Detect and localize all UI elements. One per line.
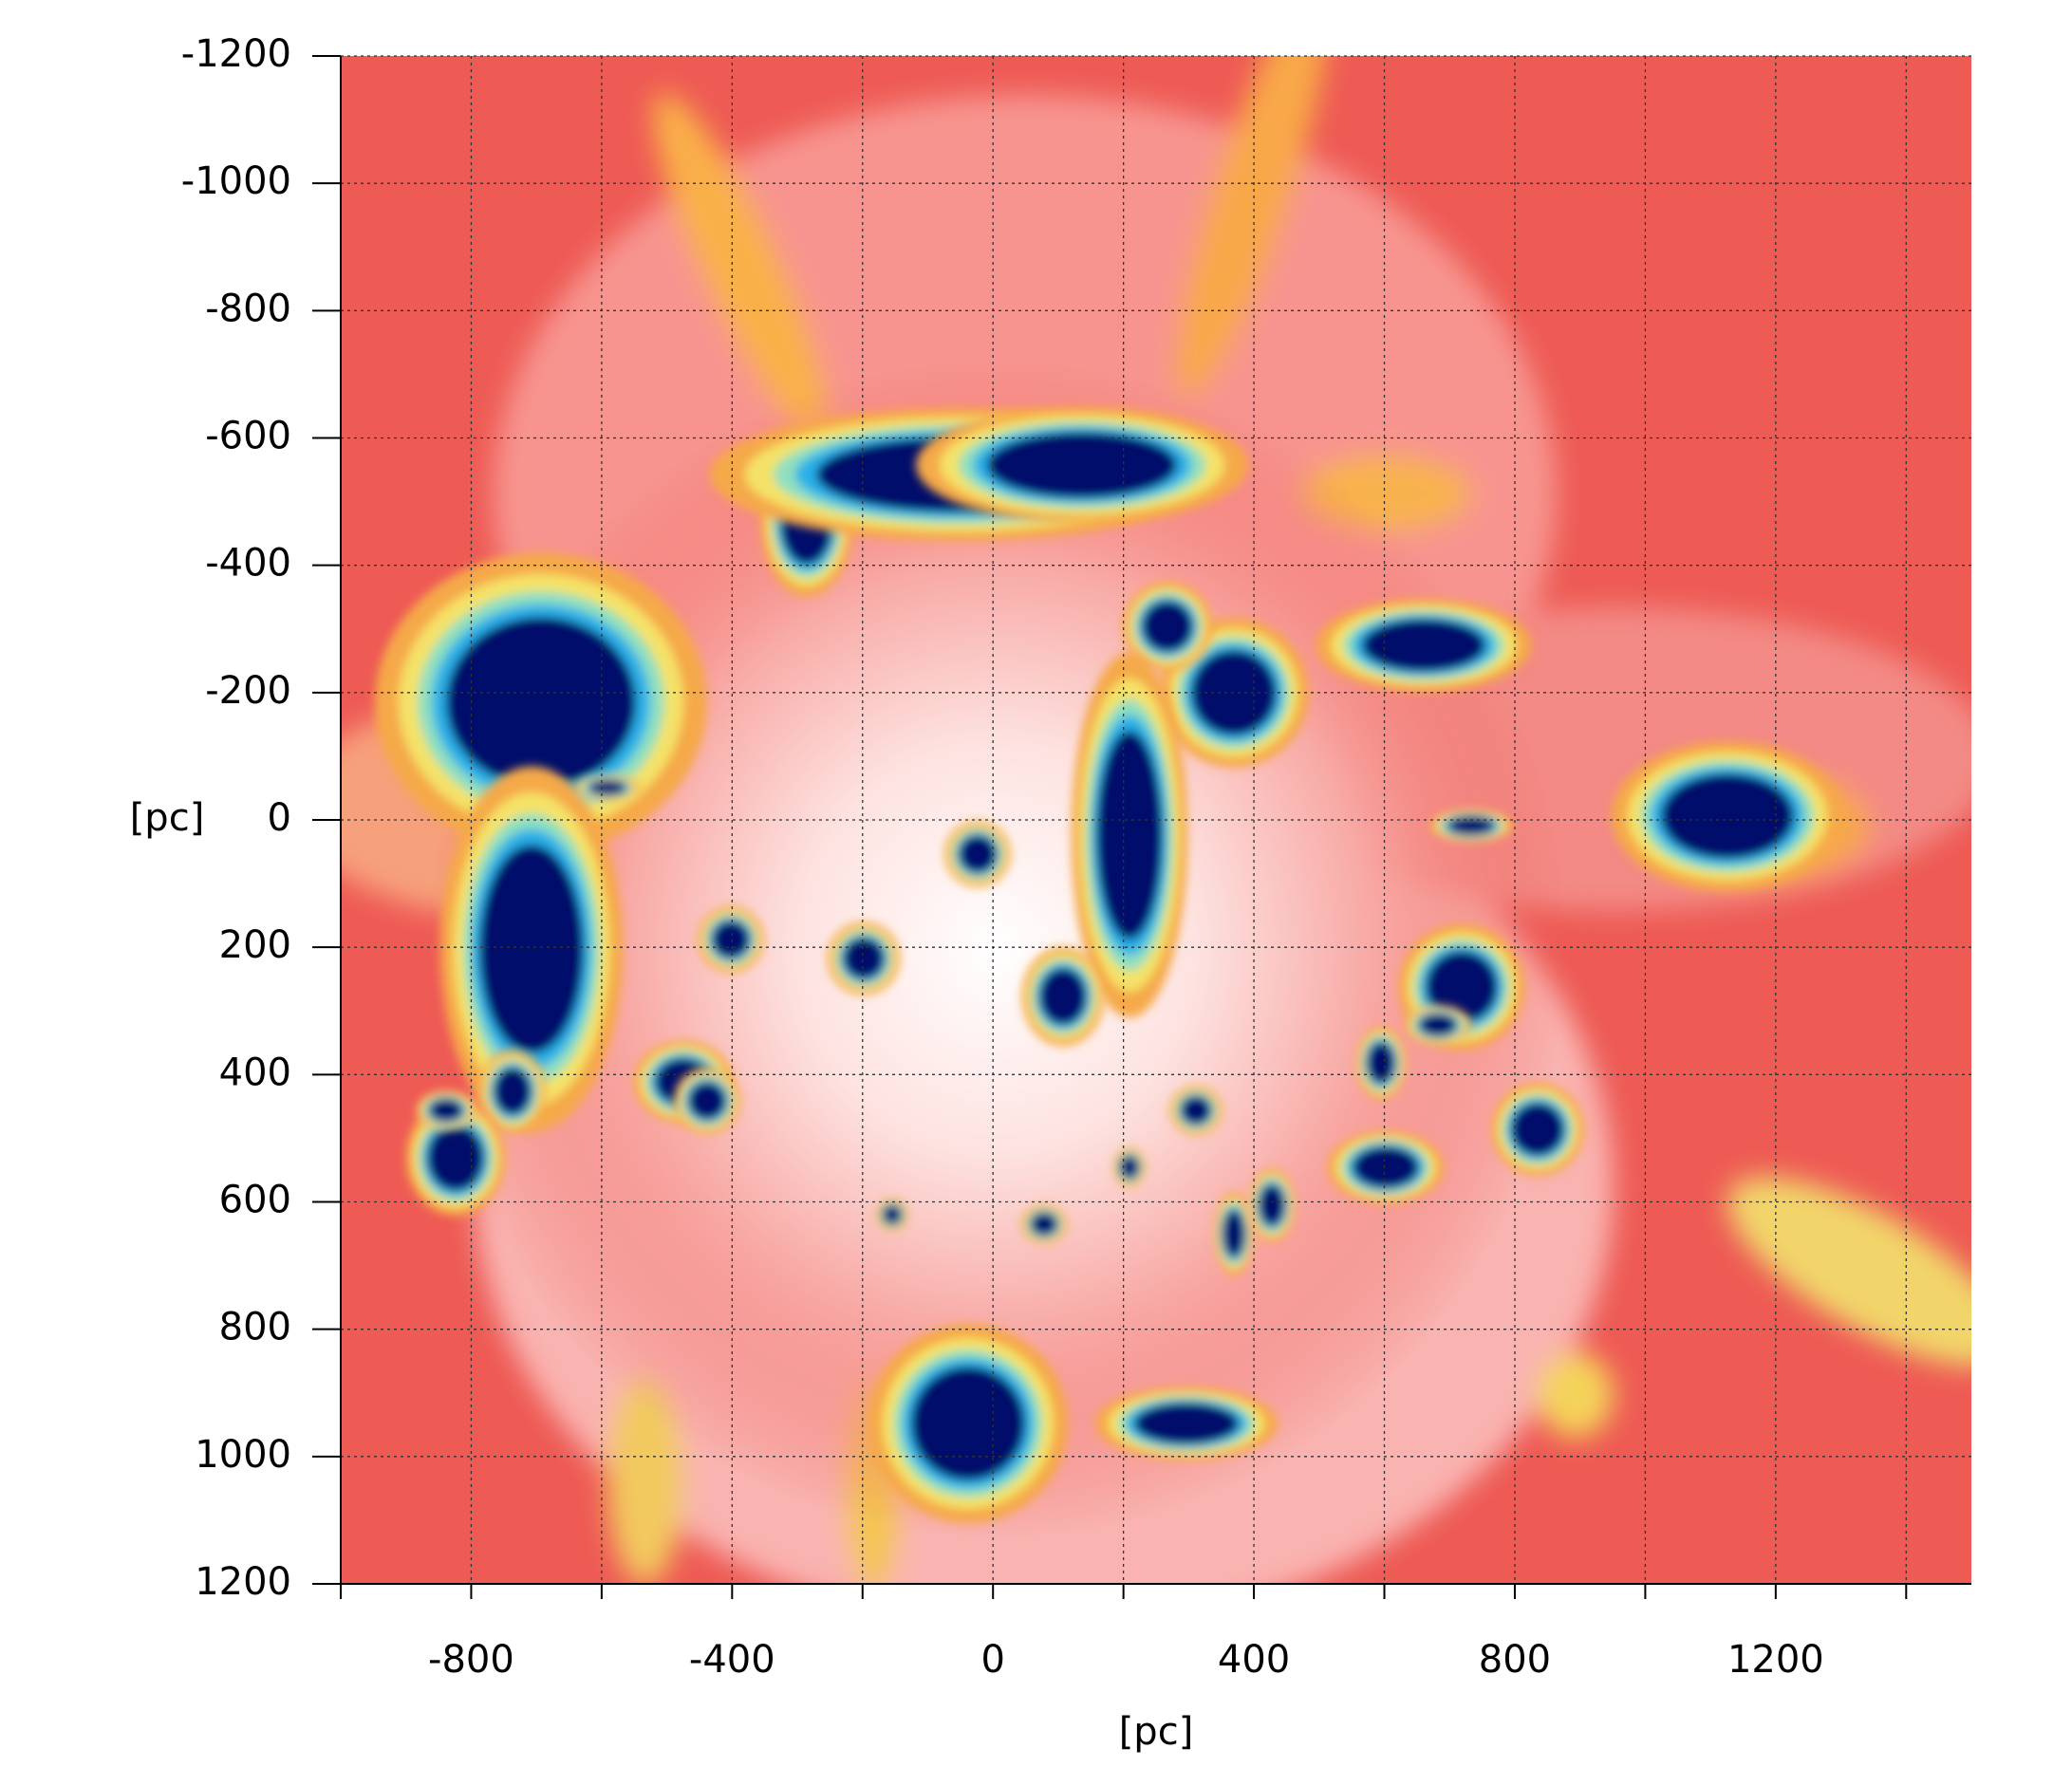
clump <box>416 1090 476 1130</box>
clump-layer <box>1353 1146 1419 1188</box>
y-tick-label: -1200 <box>181 32 291 76</box>
clump <box>405 1099 506 1217</box>
clump-layer <box>1426 951 1498 1023</box>
clump-layer <box>588 780 626 795</box>
y-tick-label: 600 <box>219 1179 291 1222</box>
clump <box>1327 1130 1445 1204</box>
y-tick-label: -400 <box>205 542 291 586</box>
clump-layer <box>1039 968 1087 1025</box>
clump-layer <box>843 938 885 979</box>
clump <box>1122 581 1213 672</box>
clump-layer <box>987 432 1177 498</box>
clump <box>574 774 641 801</box>
clump-layer <box>479 845 584 1053</box>
clump <box>1214 1192 1254 1275</box>
clump <box>1112 1147 1147 1187</box>
clump <box>1491 1083 1584 1176</box>
clump-layer <box>883 1205 902 1224</box>
y-tick-label: -600 <box>205 415 291 458</box>
clump-layer <box>712 921 750 958</box>
clump-layer <box>1661 773 1794 859</box>
clump-layer <box>1181 1096 1211 1125</box>
clump-layer <box>911 1367 1025 1480</box>
clump <box>479 1050 546 1133</box>
x-tick-label: -400 <box>689 1638 775 1682</box>
clump <box>1021 946 1105 1047</box>
clump-layer <box>688 1082 726 1120</box>
clump <box>1611 741 1844 891</box>
clump <box>1405 1005 1471 1045</box>
clump-layer <box>494 1068 532 1115</box>
clump <box>1169 1085 1223 1136</box>
clump <box>1248 1168 1296 1242</box>
x-tick-label: 0 <box>980 1638 1004 1682</box>
clump-layer <box>1223 1210 1245 1257</box>
clump-layer <box>1120 1156 1139 1179</box>
field-clumps <box>375 406 1844 1523</box>
y-tick-label: 400 <box>219 1051 291 1094</box>
clump <box>827 921 901 995</box>
clump-layer <box>1447 816 1495 835</box>
clump <box>1071 652 1188 1018</box>
x-tick-label: 1200 <box>1727 1638 1824 1682</box>
y-tick-label: 1200 <box>195 1560 291 1604</box>
clump <box>1094 1386 1279 1460</box>
clump-layer <box>1367 1042 1395 1084</box>
clump-layer <box>1134 1403 1239 1444</box>
clump <box>868 1324 1068 1523</box>
clump-layer <box>429 1099 463 1122</box>
y-tick-label: -800 <box>205 287 291 330</box>
y-tick-label: 0 <box>268 796 291 840</box>
x-tick-label: 400 <box>1218 1638 1290 1682</box>
clump-layer <box>427 1125 484 1191</box>
clump <box>698 906 764 973</box>
y-tick-label: -200 <box>205 669 291 713</box>
clump <box>439 766 624 1132</box>
clump <box>875 1198 909 1232</box>
clump <box>1429 809 1513 843</box>
clump <box>1316 599 1532 692</box>
clump <box>1355 1026 1407 1100</box>
clump-layer <box>1419 1014 1457 1036</box>
clump <box>674 1068 740 1134</box>
x-axis-label: [pc] <box>1119 1710 1194 1754</box>
field <box>341 56 1971 1584</box>
clump-layer <box>1031 1213 1057 1236</box>
y-tick-label: 800 <box>219 1306 291 1349</box>
clump <box>916 406 1248 524</box>
clump <box>944 821 1011 887</box>
y-tick-label: -1000 <box>181 159 291 203</box>
x-tick-label: -800 <box>428 1638 514 1682</box>
x-tick-label: 800 <box>1479 1638 1551 1682</box>
clump-layer <box>959 835 997 873</box>
y-tick-label: 200 <box>219 923 291 967</box>
clump-layer <box>1259 1184 1285 1226</box>
clump-layer <box>1511 1103 1564 1156</box>
clump-layer <box>446 617 636 788</box>
y-axis-label: [pc] <box>130 796 205 840</box>
clump-layer <box>1142 601 1193 652</box>
clump <box>1020 1204 1068 1244</box>
clump-layer <box>1096 731 1163 940</box>
y-tick-label: 1000 <box>195 1433 291 1477</box>
clump-layer <box>1362 619 1485 672</box>
